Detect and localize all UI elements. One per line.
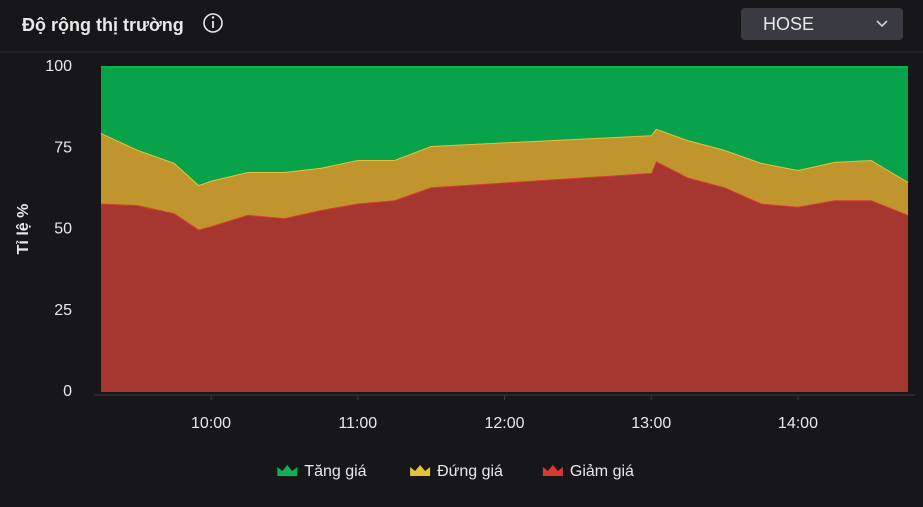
dropdown-chevron <box>876 20 888 28</box>
legend-swatch <box>410 465 431 476</box>
legend-item[interactable]: Đứng giá <box>410 463 503 480</box>
dropdown-value: HOSE <box>763 14 814 34</box>
info-icon[interactable] <box>203 13 223 33</box>
x-tick-label: 12:00 <box>484 415 524 432</box>
legend-item[interactable]: Tăng giá <box>277 463 367 480</box>
y-tick-label: 75 <box>54 139 72 156</box>
x-tick-label: 11:00 <box>338 415 377 432</box>
legend-label: Đứng giá <box>437 463 503 480</box>
widget-title: Độ rộng thị trường <box>22 15 184 35</box>
info-dot <box>211 16 215 19</box>
legend-swatch <box>277 465 298 476</box>
area <box>101 67 908 185</box>
info-circle <box>203 13 223 33</box>
y-tick-label: 0 <box>63 383 72 400</box>
area <box>101 128 908 230</box>
legend-item[interactable]: Giảm giá <box>542 463 634 480</box>
y-tick-label: 50 <box>54 221 72 238</box>
legend-label: Giảm giá <box>570 463 634 480</box>
plot: 0 25 50 75 100 10:00 11:00 12:00 13:00 14:00 Tăng … <box>45 58 915 480</box>
y-tick-label: 100 <box>45 58 72 75</box>
legend-swatch <box>542 465 563 476</box>
area <box>101 161 908 392</box>
dropdown-box <box>741 8 903 40</box>
exchange-dropdown[interactable]: HOSE <box>741 8 903 40</box>
y-axis-label: Tỉ lệ % <box>15 204 32 255</box>
y-tick-label: 25 <box>54 302 72 319</box>
x-tick-label: 14:00 <box>778 415 818 432</box>
legend: Tăng giá Đứng giá Giảm giá <box>277 463 634 480</box>
x-tick-label: 10:00 <box>191 415 231 432</box>
x-tick-label: 13:00 <box>631 415 671 432</box>
legend-label: Tăng giá <box>304 463 366 480</box>
